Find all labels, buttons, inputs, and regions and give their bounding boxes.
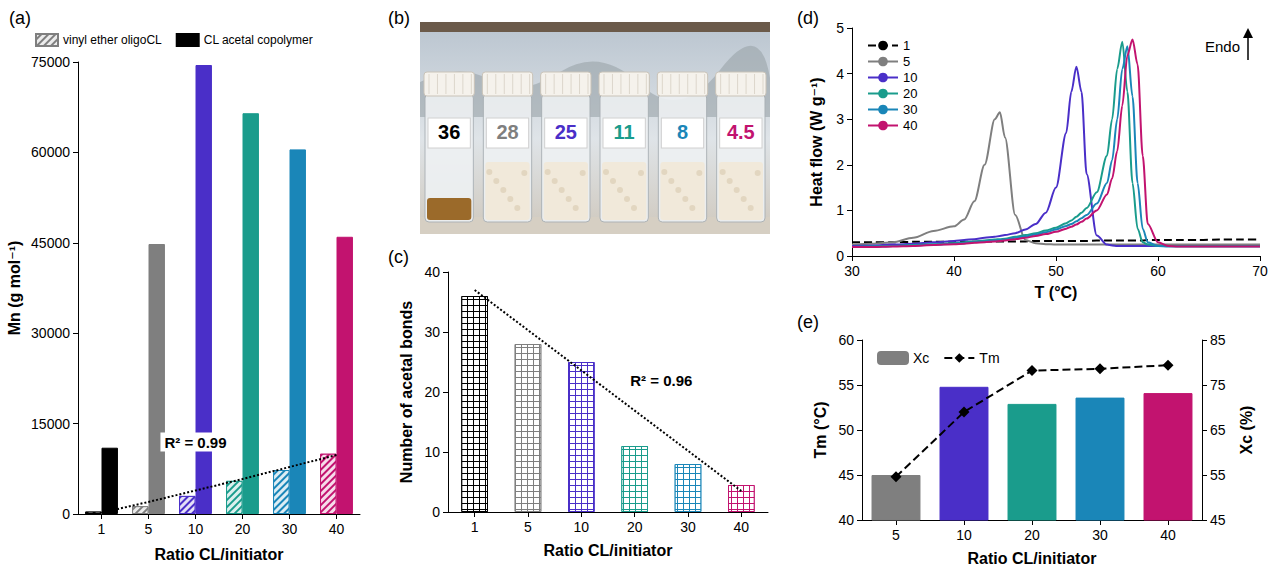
svg-text:5: 5 [892,527,900,543]
svg-text:20: 20 [627,519,643,535]
svg-text:28: 28 [496,121,518,143]
svg-text:50: 50 [838,422,854,438]
svg-text:40: 40 [1160,527,1176,543]
svg-text:40: 40 [903,118,917,133]
svg-text:(c): (c) [388,247,409,267]
svg-text:R² = 0.96: R² = 0.96 [630,372,692,389]
svg-text:1: 1 [903,38,910,53]
svg-text:60000: 60000 [31,144,70,160]
svg-text:40: 40 [838,512,854,528]
svg-text:(e): (e) [797,312,819,332]
svg-text:0: 0 [836,248,844,264]
svg-text:40: 40 [946,263,962,279]
svg-text:20: 20 [1024,527,1040,543]
svg-text:Endo: Endo [1205,38,1240,55]
svg-text:20: 20 [424,384,440,400]
svg-text:30: 30 [903,102,917,117]
svg-text:40: 40 [734,519,750,535]
svg-text:60: 60 [838,332,854,348]
svg-text:40: 40 [329,521,345,537]
svg-text:Xc: Xc [913,350,929,366]
svg-text:1: 1 [836,202,844,218]
svg-text:T (°C): T (°C) [1035,284,1078,301]
svg-text:1: 1 [471,519,479,535]
svg-text:60: 60 [1150,263,1166,279]
svg-text:30: 30 [424,324,440,340]
svg-text:55: 55 [1210,467,1226,483]
svg-text:Ratio CL/initiator: Ratio CL/initiator [155,546,284,563]
svg-text:50: 50 [1048,263,1064,279]
svg-text:(b): (b) [388,8,410,28]
svg-text:45: 45 [1210,512,1226,528]
svg-text:45000: 45000 [31,235,70,251]
svg-text:Ratio CL/initiator: Ratio CL/initiator [544,542,673,559]
svg-text:10: 10 [903,70,917,85]
svg-text:4: 4 [836,66,844,82]
svg-text:0: 0 [432,504,440,520]
svg-text:2: 2 [836,157,844,173]
svg-text:15000: 15000 [31,416,70,432]
svg-text:10: 10 [188,521,204,537]
svg-text:1: 1 [98,521,106,537]
svg-text:30: 30 [282,521,298,537]
svg-text:36: 36 [438,121,460,143]
svg-text:Tm (°C): Tm (°C) [812,401,829,458]
svg-text:20: 20 [903,86,917,101]
svg-text:R² = 0.99: R² = 0.99 [164,434,226,451]
svg-text:Mn (g mol⁻¹): Mn (g mol⁻¹) [6,241,23,336]
svg-text:(a): (a) [9,8,31,28]
svg-text:CL acetal copolymer: CL acetal copolymer [204,33,313,47]
svg-text:Heat flow (W g⁻¹): Heat flow (W g⁻¹) [808,77,825,206]
svg-text:3: 3 [836,111,844,127]
svg-text:10: 10 [956,527,972,543]
svg-text:45: 45 [838,467,854,483]
svg-text:75000: 75000 [31,54,70,70]
svg-text:25: 25 [555,121,577,143]
svg-text:40: 40 [424,264,440,280]
svg-text:5: 5 [524,519,532,535]
svg-text:5: 5 [903,54,910,69]
svg-text:0: 0 [62,506,70,522]
svg-text:55: 55 [838,377,854,393]
svg-text:Number of acetal bonds: Number of acetal bonds [398,301,415,483]
svg-text:Ratio CL/initiator: Ratio CL/initiator [968,550,1097,567]
svg-text:30: 30 [680,519,696,535]
svg-text:5: 5 [145,521,153,537]
svg-text:4.5: 4.5 [727,121,755,143]
svg-text:(d): (d) [797,8,819,28]
svg-text:70: 70 [1252,263,1268,279]
svg-text:Xc (%): Xc (%) [1238,406,1255,455]
svg-text:30000: 30000 [31,325,70,341]
svg-text:8: 8 [677,121,688,143]
svg-text:30: 30 [844,263,860,279]
svg-text:Tm: Tm [979,350,999,366]
svg-text:65: 65 [1210,422,1226,438]
svg-text:11: 11 [614,121,635,143]
svg-text:30: 30 [1092,527,1108,543]
svg-text:vinyl ether oligoCL: vinyl ether oligoCL [63,33,162,47]
svg-text:10: 10 [424,444,440,460]
svg-text:75: 75 [1210,377,1226,393]
svg-text:10: 10 [574,519,590,535]
svg-text:5: 5 [836,20,844,36]
svg-text:85: 85 [1210,332,1226,348]
svg-text:20: 20 [235,521,251,537]
